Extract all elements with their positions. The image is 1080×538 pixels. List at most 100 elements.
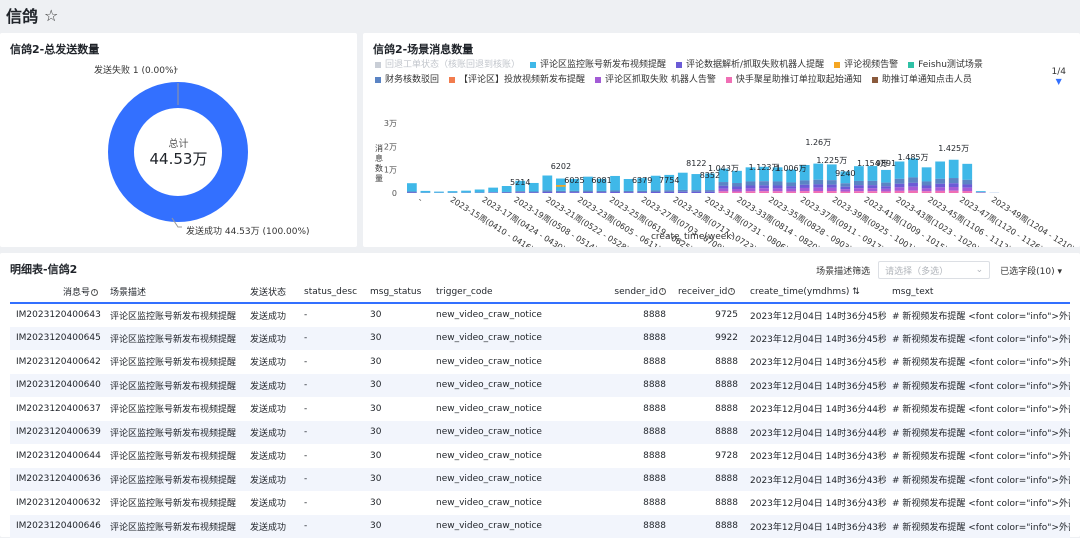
- table-cell: IM2023120400644: [10, 444, 104, 468]
- table-cell: # 新视频发布提醒 <font color="info">外部视: [886, 350, 1070, 374]
- bar-segment: [746, 191, 756, 193]
- page-header: 信鸽 ☆: [0, 0, 1080, 30]
- col-header[interactable]: 场景描述: [104, 281, 244, 303]
- bar-segment: [570, 192, 580, 193]
- col-header[interactable]: 发送状态: [244, 281, 298, 303]
- col-header[interactable]: msg_text: [886, 281, 1070, 303]
- bar-segment: [529, 191, 539, 192]
- scene-filter-select[interactable]: 请选择（多选） ⌄: [878, 261, 990, 279]
- bar-segment: [827, 180, 837, 185]
- table-cell: 发送成功: [244, 397, 298, 421]
- table-cell: -: [298, 303, 364, 327]
- bar-segment: [908, 183, 918, 187]
- table-cell: 8888: [672, 421, 744, 445]
- table-cell: IM2023120400646: [10, 515, 104, 538]
- data-label: 6202: [551, 162, 571, 171]
- bar: [935, 162, 945, 179]
- table-cell: # 新视频发布提醒 <font color="info">外部视: [886, 303, 1070, 327]
- bar-segment: [746, 181, 756, 185]
- table-cell: # 新视频发布提醒 <font color="info">外部视: [886, 374, 1070, 398]
- table-cell: 8888: [672, 515, 744, 538]
- bar-segment: [854, 181, 864, 185]
- bar-segment: [759, 185, 769, 188]
- data-label: 5214: [510, 178, 530, 187]
- bar-segment: [840, 189, 850, 191]
- bar-segment: [773, 181, 783, 185]
- table-cell: 8888: [606, 303, 672, 327]
- table-cell: 30: [364, 303, 430, 327]
- bar-segment: [949, 183, 959, 187]
- table-cell: 8888: [606, 444, 672, 468]
- bar-segment: [773, 191, 783, 193]
- table-cell: 评论区监控账号新发布视频提醒: [104, 468, 244, 492]
- bar-segment: [732, 192, 742, 193]
- bar-segment: [840, 187, 850, 189]
- data-label: 6025: [564, 176, 584, 185]
- table-cell: IM2023120400645: [10, 327, 104, 351]
- bar-segment: [610, 190, 620, 192]
- bar: [448, 191, 458, 193]
- bar-segment: [515, 191, 525, 192]
- table-cell: 2023年12月04日 14时36分45秒: [744, 327, 886, 351]
- table-cell: 30: [364, 468, 430, 492]
- col-header[interactable]: status_desc: [298, 281, 364, 303]
- bar-segment: [556, 185, 566, 187]
- table-cell: 发送成功: [244, 303, 298, 327]
- table-cell: 发送成功: [244, 444, 298, 468]
- table-cell: 2023年12月04日 14时36分43秒: [744, 444, 886, 468]
- table-cell: 30: [364, 327, 430, 351]
- table-toolbar: 场景描述筛选 请选择（多选） ⌄ 已选字段(10) ▾: [816, 261, 1062, 279]
- bar-segment: [854, 191, 864, 193]
- fields-button[interactable]: 已选字段(10) ▾: [1000, 264, 1062, 277]
- bar-segment: [786, 189, 796, 192]
- bar-segment: [664, 192, 674, 193]
- bar-segment: [678, 190, 688, 192]
- x-axis-label: create_time(week): [651, 232, 735, 242]
- table-cell: 8888: [606, 491, 672, 515]
- col-header[interactable]: msg_status: [364, 281, 430, 303]
- table-cell: new_video_craw_notice: [430, 468, 606, 492]
- table-cell: 发送成功: [244, 327, 298, 351]
- star-icon[interactable]: ☆: [44, 6, 58, 25]
- bar-segment: [800, 188, 810, 191]
- col-header[interactable]: trigger_code: [430, 281, 606, 303]
- bar-segment: [407, 192, 417, 193]
- bar-segment: [908, 177, 918, 182]
- bar-segment: [813, 191, 823, 193]
- bar-segment: [881, 191, 891, 193]
- table-cell: 30: [364, 444, 430, 468]
- bar-segment: [813, 184, 823, 187]
- bar-segment: [651, 192, 661, 193]
- table-cell: -: [298, 468, 364, 492]
- sort-icon[interactable]: ⇅: [852, 287, 860, 297]
- donut-center-value: 44.53万: [0, 148, 357, 169]
- bar: [813, 164, 823, 180]
- donut-card: 信鸽2-总发送数量 发送失败 1 (0.00%) 总计 44.53万 发送成功 …: [0, 33, 357, 247]
- success-label: 发送成功 44.53万 (100.00%): [186, 224, 310, 237]
- table-cell: 评论区监控账号新发布视频提醒: [104, 327, 244, 351]
- bar-segment: [597, 191, 607, 192]
- table-cell: 发送成功: [244, 421, 298, 445]
- bar-segment: [556, 191, 566, 192]
- bar-segment: [732, 189, 742, 191]
- bar: [542, 176, 552, 191]
- col-header[interactable]: create_time(ymdhms) ⇅: [744, 281, 886, 303]
- table-cell: new_video_craw_notice: [430, 374, 606, 398]
- bar-segment: [813, 180, 823, 185]
- bar-segment: [610, 192, 620, 193]
- table-cell: new_video_craw_notice: [430, 515, 606, 538]
- table-cell: 发送成功: [244, 350, 298, 374]
